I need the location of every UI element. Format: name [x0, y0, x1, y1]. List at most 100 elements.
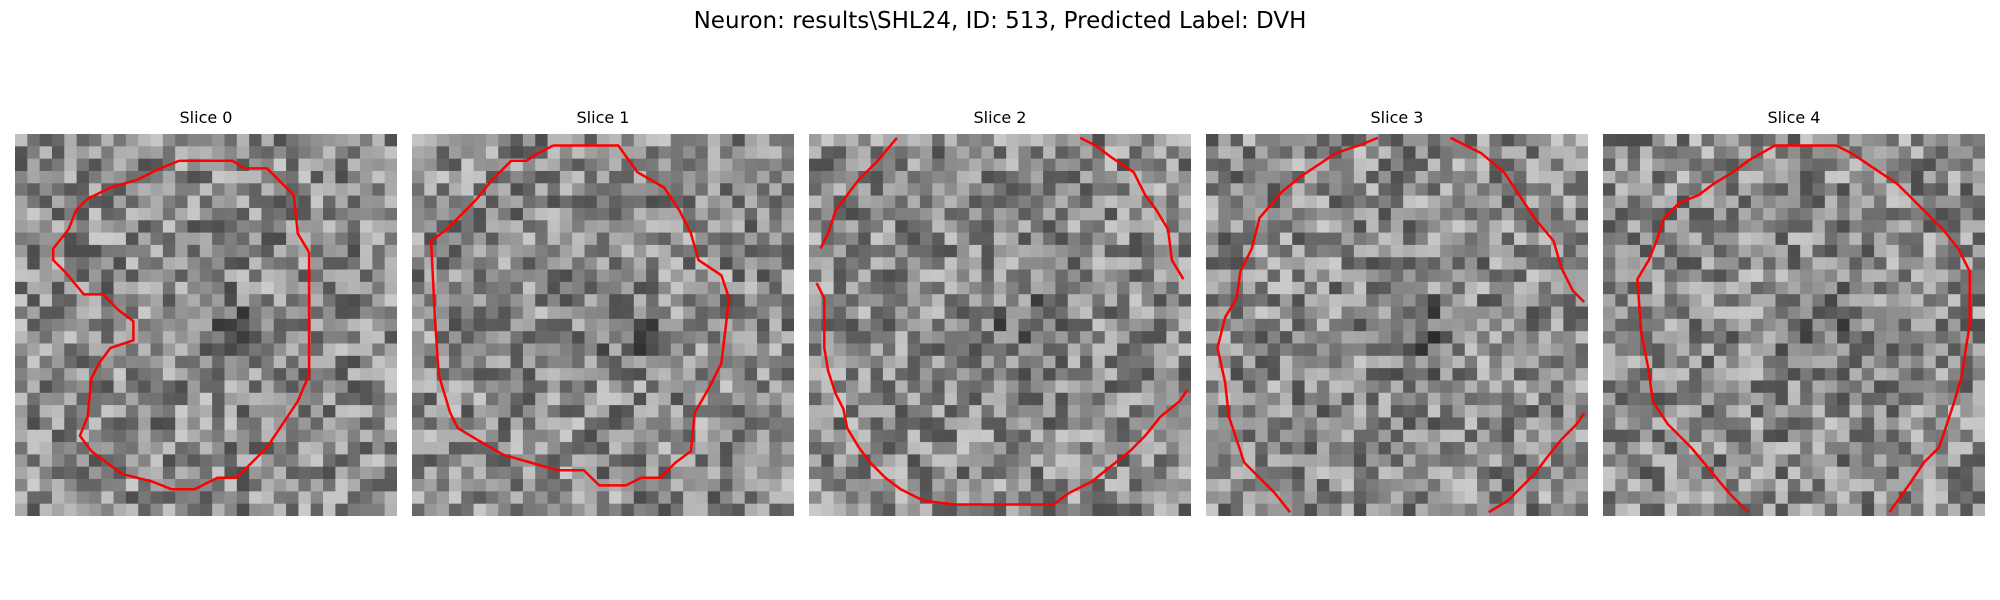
- pixel: [993, 220, 1007, 234]
- pixel: [1415, 207, 1429, 221]
- pixel: [981, 207, 995, 221]
- pixel: [384, 355, 397, 369]
- pixel: [360, 331, 373, 344]
- pixel: [498, 158, 512, 172]
- pixel: [273, 380, 287, 394]
- pixel: [707, 257, 721, 271]
- pixel: [323, 294, 336, 308]
- pixel: [461, 417, 475, 431]
- pixel: [175, 503, 189, 516]
- pixel: [1489, 466, 1503, 480]
- pixel: [1538, 466, 1552, 480]
- pixel: [1551, 392, 1564, 406]
- pixel: [138, 195, 152, 209]
- pixel: [1366, 405, 1380, 418]
- pixel: [76, 392, 90, 406]
- pixel: [707, 491, 721, 505]
- pixel: [919, 429, 933, 443]
- pixel: [347, 503, 361, 516]
- pixel: [707, 466, 721, 480]
- pixel: [1080, 429, 1093, 443]
- pixel: [596, 318, 610, 332]
- pixel: [310, 232, 324, 246]
- pixel: [845, 306, 859, 320]
- pixel: [412, 405, 425, 418]
- pixel: [15, 269, 28, 283]
- pixel: [1489, 170, 1503, 184]
- pixel: [1464, 306, 1478, 320]
- pixel: [1738, 294, 1752, 308]
- pixel: [781, 466, 794, 480]
- pixel: [39, 257, 53, 271]
- pixel: [1104, 355, 1118, 369]
- pixel: [1713, 454, 1727, 468]
- pixel: [1464, 442, 1478, 455]
- pixel: [1390, 244, 1404, 258]
- pixel: [1501, 146, 1515, 160]
- pixel: [1018, 491, 1032, 505]
- pixel: [1538, 183, 1552, 197]
- pixel: [360, 220, 373, 234]
- pixel: [1415, 442, 1429, 455]
- pixel: [1713, 134, 1727, 147]
- pixel: [1415, 466, 1429, 480]
- pixel: [1775, 281, 1789, 295]
- pixel: [1775, 306, 1789, 320]
- pixel: [15, 158, 28, 172]
- pixel: [1837, 392, 1850, 406]
- pixel: [547, 158, 561, 172]
- pixel: [498, 343, 512, 357]
- pixel: [384, 392, 397, 406]
- pixel: [559, 392, 573, 406]
- slice-image: [1603, 134, 1985, 516]
- pixel: [187, 466, 201, 480]
- pixel: [757, 343, 770, 357]
- pixel: [448, 134, 462, 147]
- pixel: [1972, 380, 1985, 394]
- pixel: [1390, 503, 1404, 516]
- pixel: [720, 232, 733, 246]
- pixel: [845, 503, 859, 516]
- pixel: [993, 491, 1007, 505]
- pixel: [769, 244, 783, 258]
- pixel: [1477, 244, 1490, 258]
- pixel: [858, 355, 872, 369]
- pixel: [261, 170, 275, 184]
- pixel: [1538, 207, 1552, 221]
- pixel: [1242, 479, 1256, 492]
- pixel: [436, 479, 450, 492]
- pixel: [1861, 134, 1875, 147]
- pixel: [1514, 318, 1527, 332]
- pixel: [919, 405, 933, 418]
- pixel: [1043, 257, 1056, 271]
- pixel: [535, 355, 549, 369]
- pixel: [596, 244, 610, 258]
- pixel: [1837, 355, 1850, 369]
- pixel: [473, 244, 487, 258]
- pixel: [485, 232, 499, 246]
- pixel: [833, 479, 847, 492]
- pixel: [1972, 491, 1985, 505]
- pixel: [1775, 195, 1789, 209]
- pixel: [1538, 491, 1552, 505]
- pixel: [670, 331, 684, 344]
- pixel: [572, 318, 586, 332]
- pixel: [757, 170, 770, 184]
- pixel: [498, 220, 512, 234]
- pixel: [1279, 405, 1293, 418]
- pixel: [944, 392, 958, 406]
- pixel: [39, 195, 53, 209]
- pixel: [732, 355, 746, 369]
- pixel: [559, 269, 573, 283]
- pixel: [1800, 491, 1813, 505]
- pixel: [1812, 170, 1826, 184]
- pixel: [236, 318, 250, 332]
- pixel: [448, 269, 462, 283]
- pixel: [498, 244, 512, 258]
- pixel: [150, 491, 164, 505]
- pixel: [1341, 183, 1355, 197]
- pixel: [1874, 195, 1887, 209]
- pixel: [1501, 368, 1515, 381]
- pixel: [39, 232, 53, 246]
- pixel: [1464, 269, 1478, 283]
